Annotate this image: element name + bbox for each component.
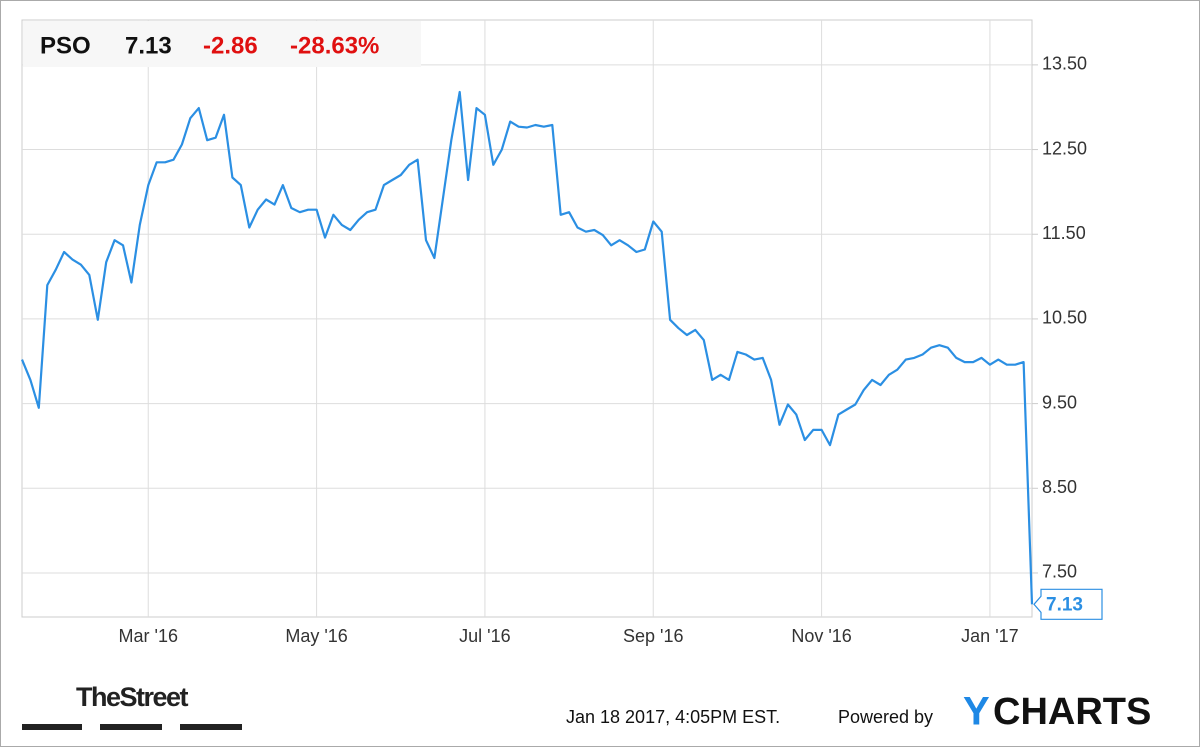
y-tick-label: 11.50 bbox=[1042, 223, 1086, 243]
logo-bar bbox=[22, 724, 82, 730]
y-tick-label: 10.50 bbox=[1042, 308, 1087, 328]
x-tick-label: Sep '16 bbox=[623, 626, 684, 646]
x-tick-label: May '16 bbox=[285, 626, 347, 646]
change-percent: -28.63% bbox=[290, 32, 379, 59]
y-tick-label: 9.50 bbox=[1042, 392, 1077, 412]
source-logo: TheStreet bbox=[76, 682, 189, 712]
y-tick-label: 7.50 bbox=[1042, 562, 1077, 582]
y-tick-label: 13.50 bbox=[1042, 54, 1087, 74]
x-tick-label: Jan '17 bbox=[961, 626, 1018, 646]
x-tick-label: Mar '16 bbox=[119, 626, 178, 646]
timestamp: Jan 18 2017, 4:05PM EST. bbox=[566, 707, 780, 727]
x-tick-label: Nov '16 bbox=[791, 626, 851, 646]
brand-rest: CHARTS bbox=[993, 691, 1151, 733]
price: 7.13 bbox=[125, 32, 172, 59]
logo-bar bbox=[180, 724, 242, 730]
header-box bbox=[23, 21, 421, 67]
change: -2.86 bbox=[203, 32, 258, 59]
powered-by: Powered by bbox=[838, 707, 933, 727]
brand-initial: Y bbox=[963, 690, 990, 734]
price-line bbox=[20, 90, 1034, 605]
x-tick-label: Jul '16 bbox=[459, 626, 510, 646]
y-tick-label: 8.50 bbox=[1042, 477, 1077, 497]
y-tick-label: 12.50 bbox=[1042, 138, 1087, 158]
logo-bar bbox=[100, 724, 162, 730]
last-value-label: 7.13 bbox=[1046, 594, 1083, 615]
last-value-box bbox=[1033, 588, 1103, 620]
grid bbox=[22, 20, 1032, 617]
symbol: PSO bbox=[40, 32, 91, 59]
